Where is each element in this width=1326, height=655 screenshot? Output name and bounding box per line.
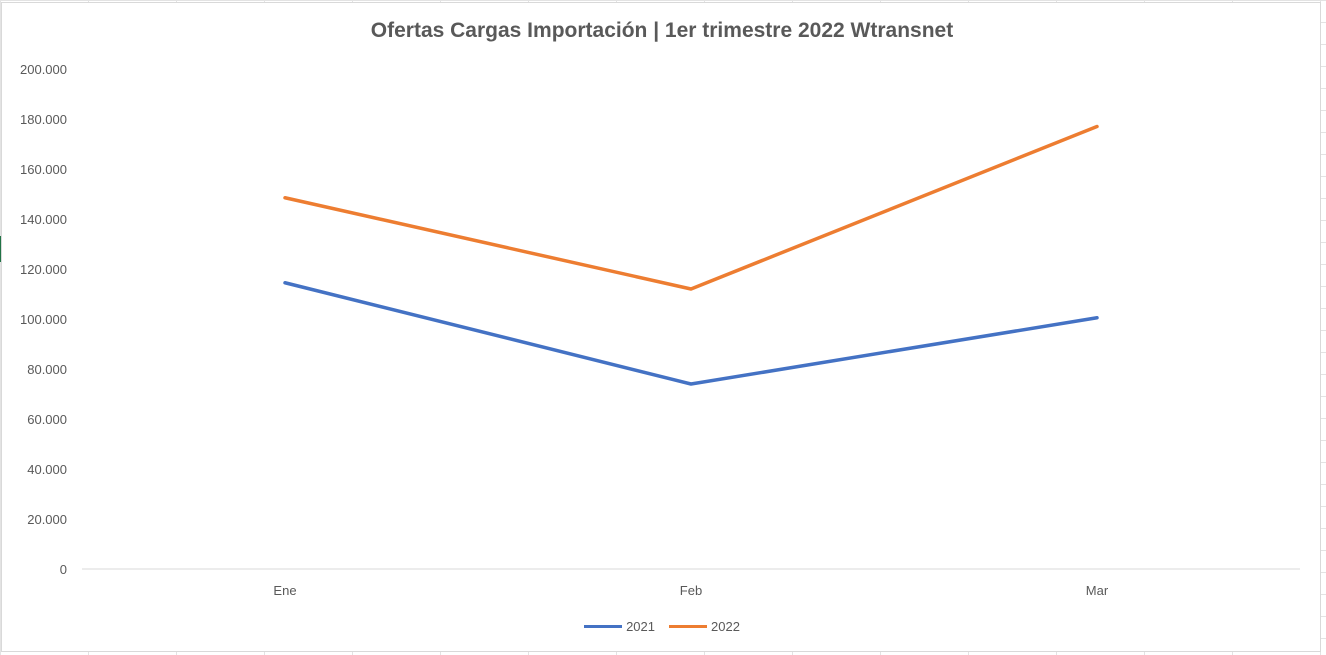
legend-item-2022: 2022 bbox=[669, 619, 740, 634]
y-tick-label: 120.000 bbox=[20, 262, 67, 277]
y-tick-label: 60.000 bbox=[27, 412, 67, 427]
legend-item-2021: 2021 bbox=[584, 619, 655, 634]
legend-label: 2022 bbox=[711, 619, 740, 634]
chart-legend: 2021 2022 bbox=[2, 619, 1322, 634]
legend-label: 2021 bbox=[626, 619, 655, 634]
legend-swatch bbox=[584, 625, 623, 628]
series-line-2021 bbox=[283, 281, 1099, 386]
y-tick-label: 80.000 bbox=[27, 362, 67, 377]
y-tick-label: 40.000 bbox=[27, 462, 67, 477]
x-tick-label: Feb bbox=[680, 583, 702, 598]
y-tick-label: 200.000 bbox=[20, 62, 67, 77]
x-tick-label: Mar bbox=[1086, 583, 1109, 598]
line-chart-plot: 0 20.000 40.000 60.000 80.000 100.000 120.000 1… bbox=[20, 62, 1300, 598]
chart-title: Ofertas Cargas Importación | 1er trimest… bbox=[370, 19, 954, 42]
y-tick-label: 0 bbox=[60, 562, 67, 577]
x-tick-label: Ene bbox=[273, 583, 296, 598]
y-tick-label: 20.000 bbox=[27, 512, 67, 527]
series-line-2022 bbox=[283, 124, 1099, 291]
y-tick-label: 180.000 bbox=[20, 112, 67, 127]
y-tick-label: 140.000 bbox=[20, 212, 67, 227]
legend-swatch bbox=[669, 625, 707, 628]
y-tick-label: 160.000 bbox=[20, 162, 67, 177]
y-tick-label: 100.000 bbox=[20, 312, 67, 327]
